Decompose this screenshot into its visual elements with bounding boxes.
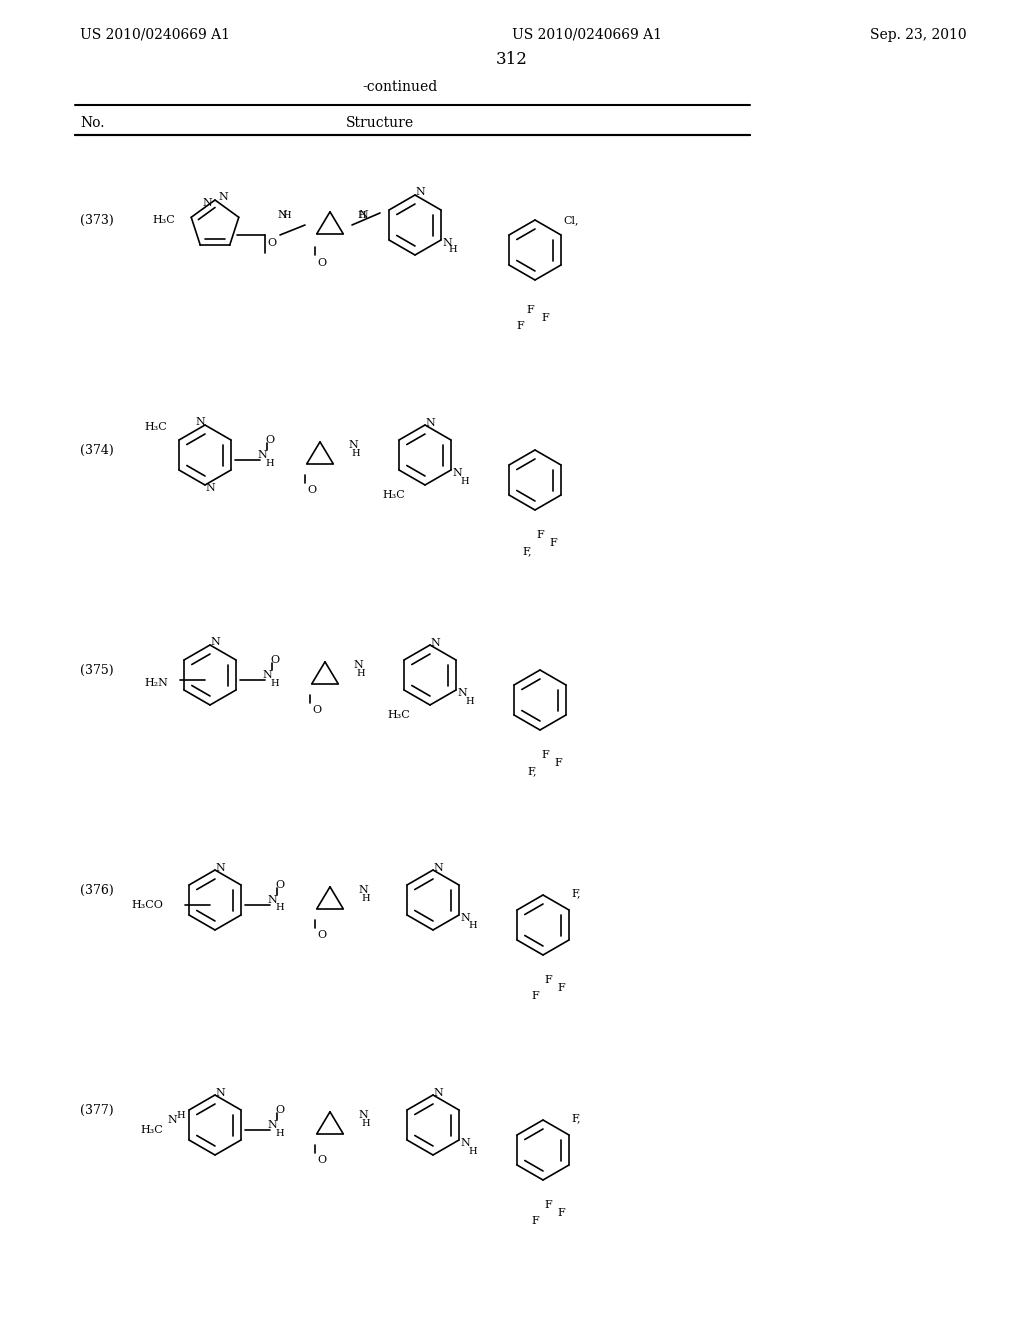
Text: F: F xyxy=(516,321,524,331)
Text: N: N xyxy=(415,187,425,197)
Text: N: N xyxy=(202,198,212,209)
Text: N: N xyxy=(278,210,287,220)
Text: (377): (377) xyxy=(80,1104,114,1117)
Text: N: N xyxy=(348,440,357,450)
Text: N: N xyxy=(442,238,452,248)
Text: N: N xyxy=(358,210,368,220)
Text: F,: F, xyxy=(527,766,537,776)
Text: N: N xyxy=(460,1138,470,1148)
Text: Sep. 23, 2010: Sep. 23, 2010 xyxy=(870,28,967,42)
Text: F: F xyxy=(554,758,562,768)
Text: N: N xyxy=(262,671,272,680)
Text: N: N xyxy=(196,417,205,426)
Text: N: N xyxy=(358,1110,368,1119)
Text: O: O xyxy=(275,1105,285,1115)
Text: F,: F, xyxy=(522,546,531,556)
Text: F: F xyxy=(531,991,539,1001)
Text: H: H xyxy=(283,211,291,220)
Text: O: O xyxy=(265,436,274,445)
Text: N: N xyxy=(257,450,267,459)
Text: H: H xyxy=(275,903,285,912)
Text: O: O xyxy=(312,705,322,715)
Text: O: O xyxy=(317,931,327,940)
Text: H: H xyxy=(361,1119,371,1129)
Text: N: N xyxy=(215,1088,225,1098)
Text: H: H xyxy=(357,211,367,220)
Text: F: F xyxy=(544,975,552,985)
Text: N: N xyxy=(433,863,442,873)
Text: H: H xyxy=(351,449,360,458)
Text: H: H xyxy=(270,678,280,688)
Text: N: N xyxy=(218,191,228,202)
Text: F: F xyxy=(541,750,549,760)
Text: O: O xyxy=(270,655,280,665)
Text: Cl,: Cl, xyxy=(563,215,579,224)
Text: H: H xyxy=(469,921,477,931)
Text: H: H xyxy=(461,477,469,486)
Text: N: N xyxy=(267,1119,276,1130)
Text: N: N xyxy=(433,1088,442,1098)
Text: O: O xyxy=(317,257,327,268)
Text: F: F xyxy=(549,539,557,548)
Text: F: F xyxy=(544,1200,552,1210)
Text: H: H xyxy=(275,1129,285,1138)
Text: O: O xyxy=(275,880,285,890)
Text: H: H xyxy=(466,697,474,705)
Text: H₃C: H₃C xyxy=(140,1125,163,1135)
Text: F: F xyxy=(537,531,544,540)
Text: (373): (373) xyxy=(80,214,114,227)
Text: H₃C: H₃C xyxy=(153,215,175,224)
Text: O: O xyxy=(267,238,276,248)
Text: (375): (375) xyxy=(80,664,114,676)
Text: -continued: -continued xyxy=(362,81,437,94)
Text: H: H xyxy=(265,458,274,467)
Text: 312: 312 xyxy=(496,51,528,69)
Text: (376): (376) xyxy=(80,883,114,896)
Text: O: O xyxy=(317,1155,327,1166)
Text: H: H xyxy=(356,669,366,678)
Text: H₂N: H₂N xyxy=(144,678,168,688)
Text: H: H xyxy=(469,1147,477,1155)
Text: F: F xyxy=(541,313,549,323)
Text: H₃CO: H₃CO xyxy=(131,900,163,909)
Text: US 2010/0240669 A1: US 2010/0240669 A1 xyxy=(80,28,230,42)
Text: N: N xyxy=(215,863,225,873)
Text: O: O xyxy=(307,484,316,495)
Text: F,: F, xyxy=(571,888,581,898)
Text: No.: No. xyxy=(80,116,104,129)
Text: F: F xyxy=(557,983,565,993)
Text: N: N xyxy=(267,895,276,906)
Text: F: F xyxy=(557,1208,565,1218)
Text: N: N xyxy=(457,688,467,698)
Text: N: N xyxy=(358,884,368,895)
Text: N: N xyxy=(430,638,440,648)
Text: F: F xyxy=(526,305,534,315)
Text: (374): (374) xyxy=(80,444,114,457)
Text: N: N xyxy=(460,913,470,923)
Text: N: N xyxy=(353,660,362,671)
Text: F: F xyxy=(531,1216,539,1226)
Text: N: N xyxy=(210,638,220,647)
Text: H: H xyxy=(176,1110,185,1119)
Text: F,: F, xyxy=(571,1113,581,1123)
Text: US 2010/0240669 A1: US 2010/0240669 A1 xyxy=(512,28,662,42)
Text: H: H xyxy=(449,246,458,255)
Text: N: N xyxy=(167,1115,177,1125)
Text: N: N xyxy=(425,418,435,428)
Text: H₃C: H₃C xyxy=(387,710,410,719)
Text: H: H xyxy=(361,894,371,903)
Text: H₃C: H₃C xyxy=(382,490,406,500)
Text: N: N xyxy=(453,469,462,478)
Text: N: N xyxy=(205,483,215,492)
Text: H₃C: H₃C xyxy=(144,422,167,432)
Text: Structure: Structure xyxy=(346,116,414,129)
